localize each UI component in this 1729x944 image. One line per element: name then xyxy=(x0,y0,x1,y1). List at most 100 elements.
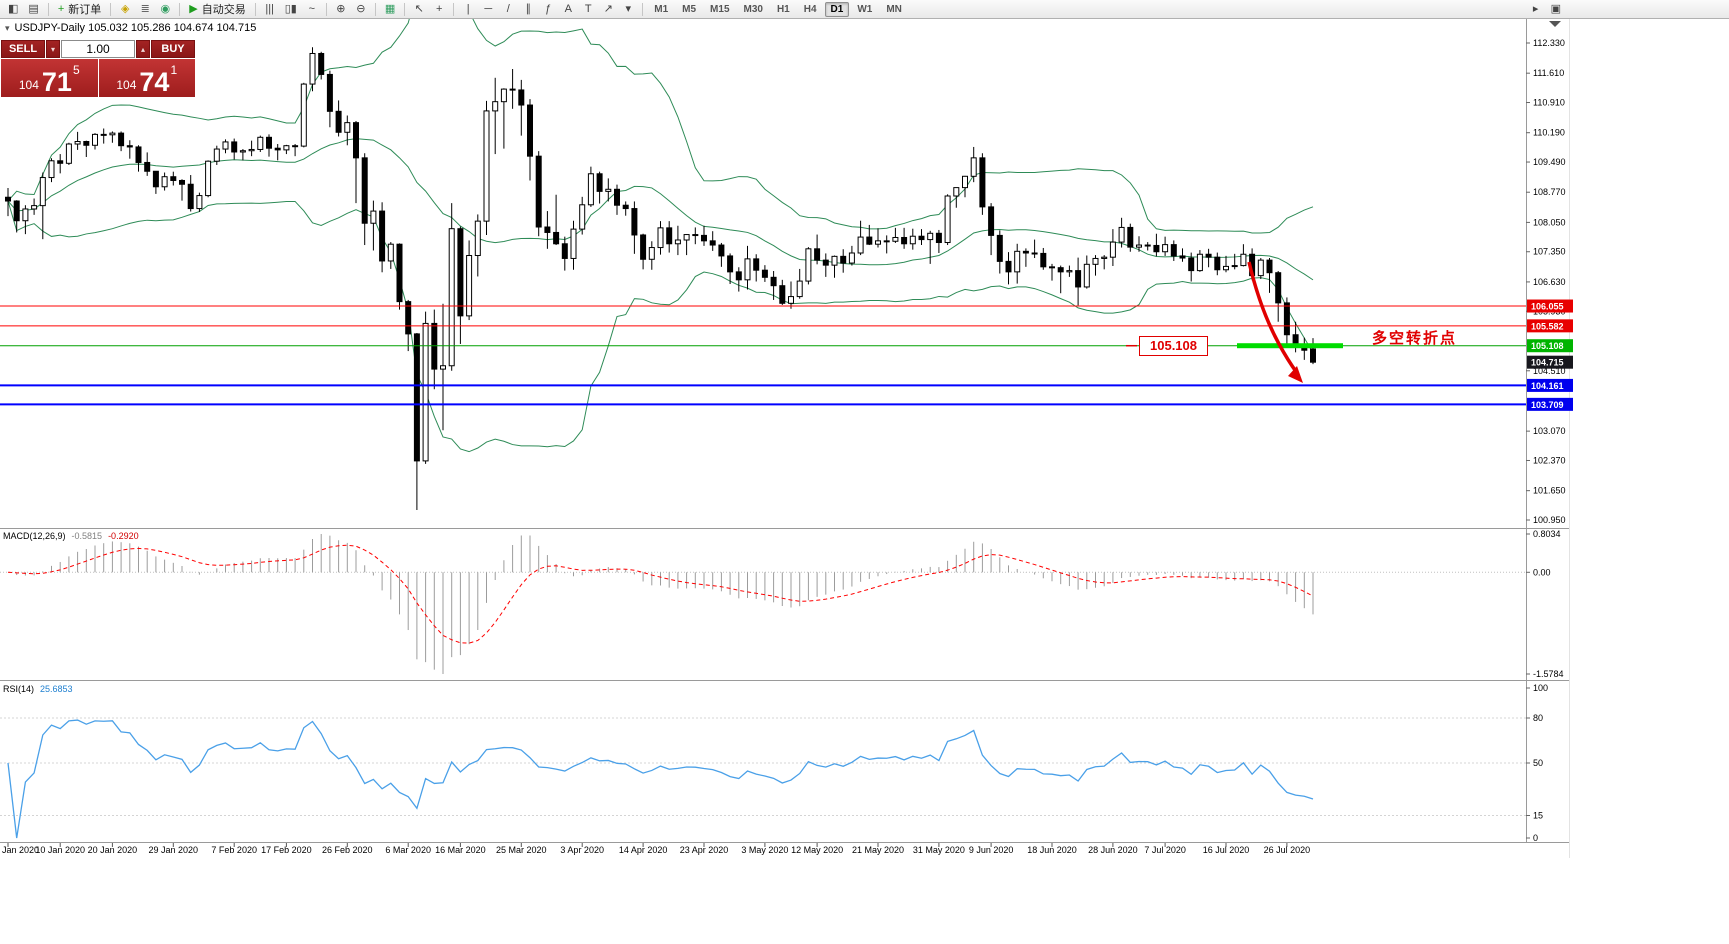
svg-text:Jan 2020: Jan 2020 xyxy=(2,845,39,855)
horizontal-line-icon[interactable]: ─ xyxy=(479,1,497,17)
bar-chart-mode-icon[interactable]: ||| xyxy=(261,1,279,17)
svg-text:16 Jul 2020: 16 Jul 2020 xyxy=(1203,845,1250,855)
svg-text:7 Feb 2020: 7 Feb 2020 xyxy=(211,845,257,855)
arrows-tool-icon[interactable]: ↗ xyxy=(599,1,617,17)
trade-panel-collapse-icon[interactable]: ▾ xyxy=(5,22,10,33)
autotrading-label: 自动交易 xyxy=(201,4,246,16)
timeframe-m1-button[interactable]: M1 xyxy=(654,3,669,15)
vertical-line-icon[interactable]: | xyxy=(459,1,477,17)
new-order-button[interactable]: + 新订单 xyxy=(54,1,105,17)
ask-prefix: 104 xyxy=(116,78,137,92)
toolbar-separator xyxy=(453,2,455,16)
svg-text:100.950: 100.950 xyxy=(1533,515,1566,525)
rsi-plot: 100 80 50 15 0 xyxy=(0,683,1548,843)
new-order-label: 新订单 xyxy=(68,4,102,16)
new-order-icon: + xyxy=(57,3,65,15)
candlesticks xyxy=(5,47,1316,510)
chart-list-icon: ▤ xyxy=(28,3,39,15)
metaeditor-icon[interactable]: ◈ xyxy=(116,1,134,17)
svg-text:12 May 2020: 12 May 2020 xyxy=(791,845,843,855)
crosshair-icon[interactable]: + xyxy=(430,1,448,17)
timeframe-m15-button[interactable]: M15 xyxy=(710,3,730,15)
svg-text:7 Jul 2020: 7 Jul 2020 xyxy=(1144,845,1186,855)
timeframe-m5-button[interactable]: M5 xyxy=(682,3,697,15)
svg-text:105.582: 105.582 xyxy=(1531,321,1564,331)
trendline-icon[interactable]: / xyxy=(499,1,517,17)
autotrading-icon: ▶ xyxy=(189,3,198,15)
market-depth-icon: ≣ xyxy=(140,3,150,15)
label-icon[interactable]: T xyxy=(579,1,597,17)
text-icon: A xyxy=(564,3,572,15)
zoom-in-icon[interactable]: ⊕ xyxy=(332,1,350,17)
svg-text:104.510: 104.510 xyxy=(1533,366,1566,376)
terminal-icon[interactable]: ◧ xyxy=(4,1,22,17)
ask-big-digits: 74 xyxy=(139,67,170,98)
candlestick-mode-icon: ▯▮ xyxy=(284,3,297,15)
chart-list-icon[interactable]: ▤ xyxy=(24,1,42,17)
timeframe-mn-button[interactable]: MN xyxy=(886,3,902,15)
svg-text:110.190: 110.190 xyxy=(1533,128,1565,138)
ask-price[interactable]: 104 74 1 xyxy=(98,59,195,98)
price-axis[interactable]: 112.330 111.610 110.910 110.190 109.490 108.7… xyxy=(1526,38,1573,525)
chart-expand-icon: ▣ xyxy=(1550,3,1561,15)
volume-decrease-button[interactable]: ▾ xyxy=(46,40,60,58)
svg-text:10 Jan 2020: 10 Jan 2020 xyxy=(35,845,85,855)
fibonacci-icon: ƒ xyxy=(545,3,552,15)
zoom-out-icon[interactable]: ⊖ xyxy=(352,1,370,17)
line-chart-mode-icon: ~ xyxy=(308,3,316,15)
rsi-name: RSI(14) xyxy=(3,684,35,694)
tile-windows-icon[interactable]: ▦ xyxy=(381,1,399,17)
arrows-dropdown-icon[interactable]: ▾ xyxy=(619,1,637,17)
svg-text:26 Jul 2020: 26 Jul 2020 xyxy=(1264,845,1311,855)
alerts-icon[interactable]: ◉ xyxy=(156,1,174,17)
timeframe-w1-button[interactable]: W1 xyxy=(857,3,873,15)
turning-point-note[interactable]: 多空转折点 xyxy=(1372,330,1458,347)
svg-text:103.070: 103.070 xyxy=(1533,426,1566,436)
svg-text:111.610: 111.610 xyxy=(1533,68,1564,78)
price-level-callout[interactable]: 105.108 xyxy=(1139,336,1208,356)
line-chart-mode-icon[interactable]: ~ xyxy=(303,1,321,17)
candlestick-mode-icon[interactable]: ▯▮ xyxy=(281,1,301,17)
chart-scroll-icon: ▸ xyxy=(1532,3,1539,15)
cursor-icon[interactable]: ↖ xyxy=(410,1,428,17)
horizontal-line-icon: ─ xyxy=(484,3,493,15)
zoom-out-icon: ⊖ xyxy=(356,3,366,15)
sell-button[interactable]: SELL xyxy=(1,40,45,58)
channel-icon[interactable]: ∥ xyxy=(519,1,537,17)
vertical-line-icon: | xyxy=(466,3,470,15)
timeframe-h1-button[interactable]: H1 xyxy=(776,3,790,15)
svg-text:108.050: 108.050 xyxy=(1533,217,1566,227)
svg-text:0: 0 xyxy=(1533,833,1538,843)
timeframe-h4-button[interactable]: H4 xyxy=(803,3,817,15)
autotrading-button[interactable]: ▶ 自动交易 xyxy=(185,1,249,17)
horizontal-level-lines[interactable] xyxy=(0,305,1526,406)
svg-text:104.161: 104.161 xyxy=(1531,381,1564,391)
svg-text:29 Jan 2020: 29 Jan 2020 xyxy=(149,845,199,855)
volume-input[interactable] xyxy=(61,40,135,58)
macd-name: MACD(12,26,9) xyxy=(3,531,66,541)
svg-text:17 Feb 2020: 17 Feb 2020 xyxy=(261,845,312,855)
svg-text:105.108: 105.108 xyxy=(1531,341,1564,351)
svg-text:0.00: 0.00 xyxy=(1533,567,1551,577)
timeframe-m30-button[interactable]: M30 xyxy=(743,3,763,15)
chart-annotations[interactable] xyxy=(1126,21,1561,383)
text-icon[interactable]: A xyxy=(559,1,577,17)
bid-price[interactable]: 104 71 5 xyxy=(1,59,98,97)
svg-text:6 Mar 2020: 6 Mar 2020 xyxy=(385,845,431,855)
buy-button[interactable]: BUY xyxy=(151,40,195,58)
chart-scroll-icon[interactable]: ▸ xyxy=(1527,1,1545,17)
cursor-icon: ↖ xyxy=(414,3,424,15)
fibonacci-icon[interactable]: ƒ xyxy=(539,1,557,17)
zoom-in-icon: ⊕ xyxy=(336,3,346,15)
timeframe-d1-button[interactable]: D1 xyxy=(824,1,850,17)
svg-text:106.055: 106.055 xyxy=(1531,302,1564,312)
chart-expand-icon[interactable]: ▣ xyxy=(1547,1,1565,17)
volume-increase-button[interactable]: ▴ xyxy=(136,40,150,58)
svg-text:25 Mar 2020: 25 Mar 2020 xyxy=(496,845,547,855)
market-depth-icon[interactable]: ≣ xyxy=(136,1,154,17)
ask-pip-digit: 1 xyxy=(170,63,178,77)
panel-separators[interactable] xyxy=(0,19,1570,858)
